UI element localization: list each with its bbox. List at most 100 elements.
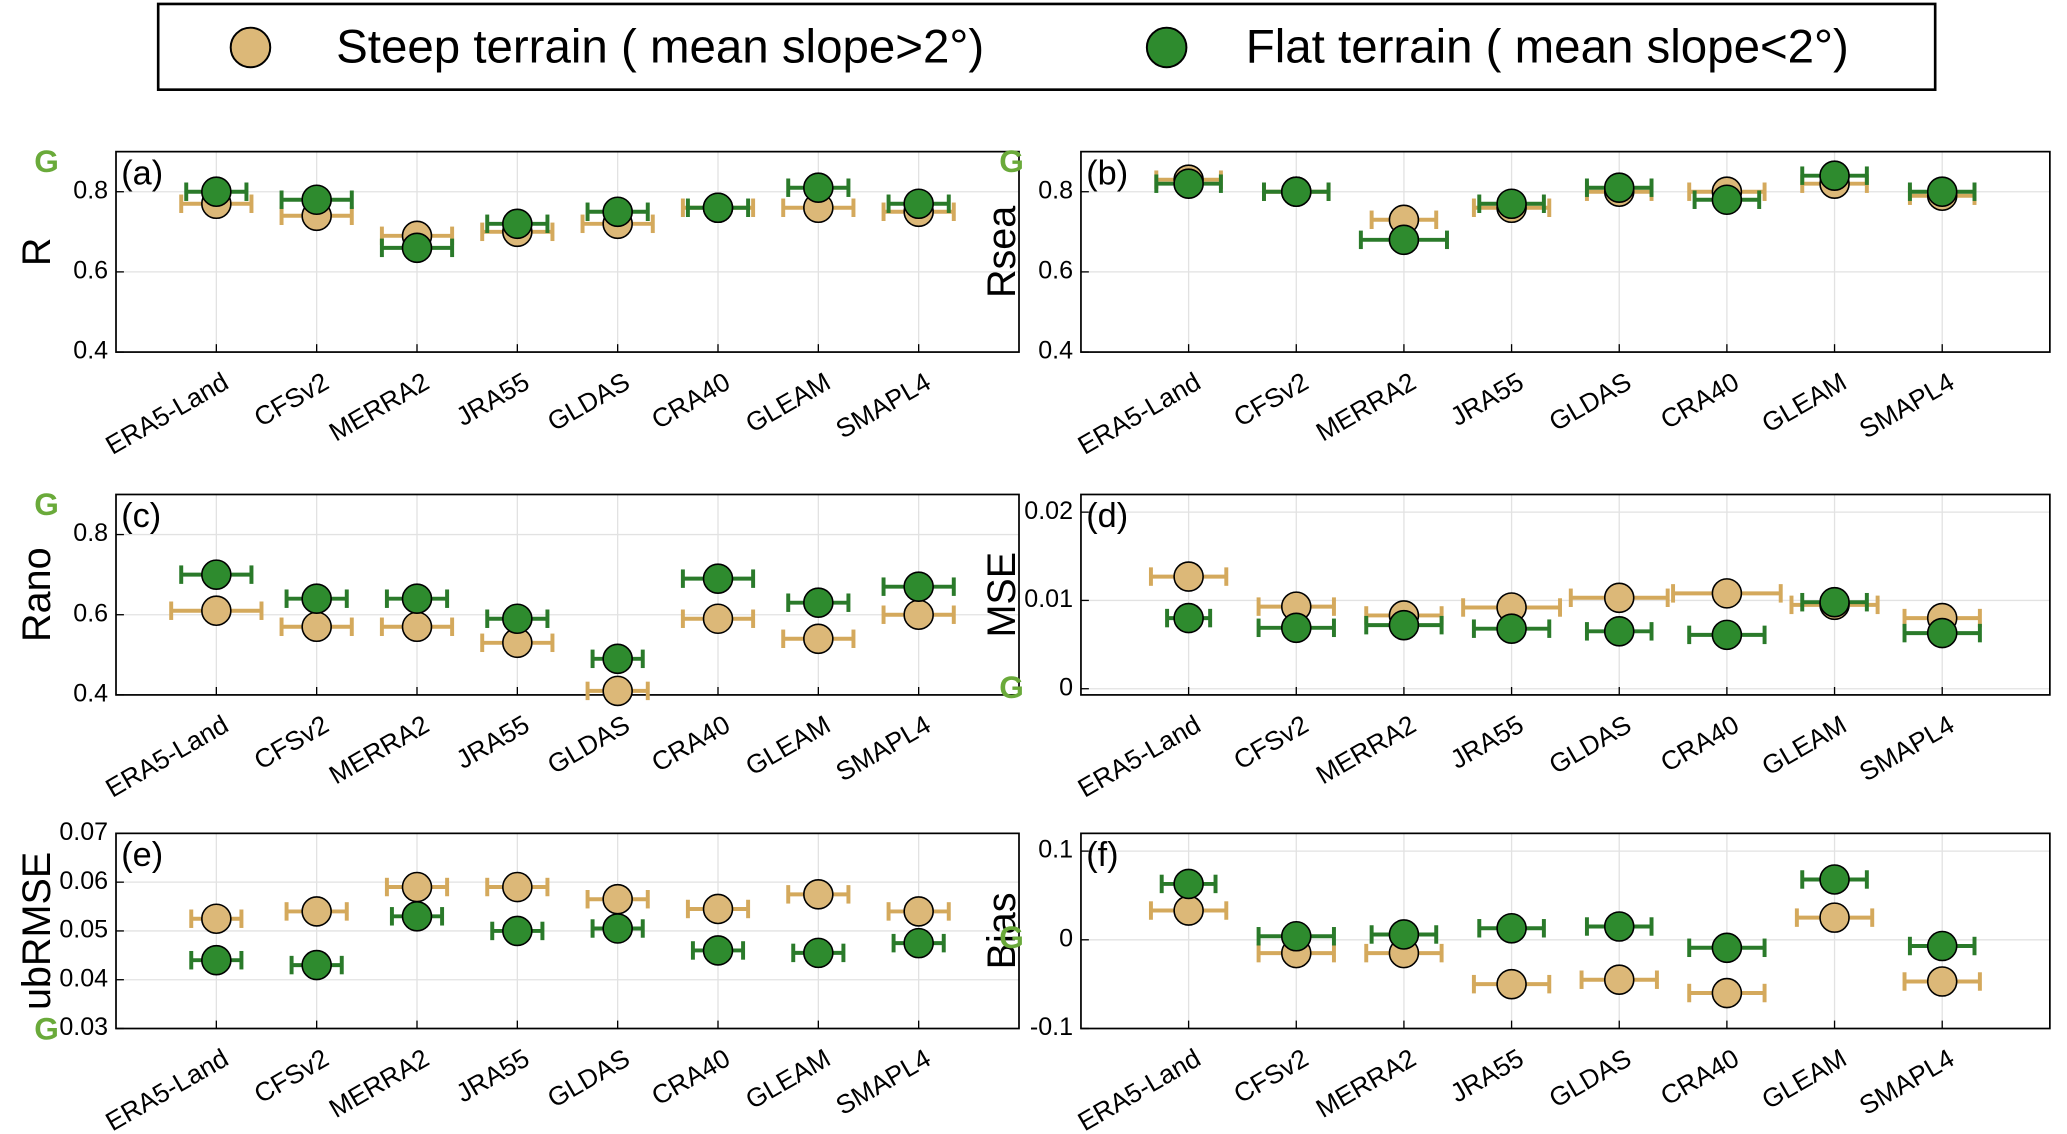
x-tick-label: JRA55 bbox=[451, 709, 535, 775]
panel: 0.03 0.04 0.05 0.06 0.07 ERA5-Land CFSv2MERRA2… bbox=[15, 818, 1020, 1134]
point bbox=[1603, 964, 1635, 996]
y-axis-label: R bbox=[15, 238, 59, 267]
point bbox=[702, 935, 734, 966]
point bbox=[1173, 168, 1204, 200]
point bbox=[1603, 911, 1635, 942]
point bbox=[401, 611, 433, 643]
y-tick-label: 0.07 bbox=[59, 818, 108, 846]
point bbox=[301, 611, 332, 643]
point bbox=[201, 176, 232, 208]
point bbox=[803, 623, 834, 655]
x-tick-label: CRA40 bbox=[646, 709, 735, 777]
point bbox=[1711, 619, 1743, 651]
x-tick-label: CRA40 bbox=[1655, 1043, 1744, 1111]
point bbox=[803, 879, 834, 910]
x-tick-label: JRA55 bbox=[1445, 1043, 1529, 1109]
point bbox=[201, 559, 232, 590]
point bbox=[1388, 609, 1420, 641]
point bbox=[702, 893, 734, 925]
point bbox=[1603, 582, 1635, 614]
point bbox=[502, 208, 533, 240]
point bbox=[1173, 561, 1204, 592]
x-tick-label: GLEAM bbox=[740, 366, 835, 438]
plot-frame bbox=[115, 493, 1020, 696]
y-tick-label: 0 bbox=[1059, 673, 1073, 701]
point bbox=[301, 184, 332, 216]
point bbox=[1711, 578, 1743, 609]
point bbox=[401, 583, 433, 614]
point bbox=[1173, 868, 1204, 900]
x-tick-label: GLDAS bbox=[1544, 366, 1636, 437]
x-tick-label: CFSv2 bbox=[249, 709, 334, 775]
legend: Steep terrain ( mean slope>2°) Flat terra… bbox=[229, 21, 1849, 74]
y-tick-label: 0.6 bbox=[73, 599, 108, 627]
point bbox=[602, 883, 633, 915]
annotation: G bbox=[999, 919, 1024, 955]
point bbox=[301, 896, 332, 927]
point bbox=[903, 599, 934, 631]
point bbox=[1603, 616, 1635, 647]
point bbox=[1926, 617, 1958, 649]
point bbox=[1280, 612, 1312, 644]
y-tick-label: 0 bbox=[1059, 924, 1073, 952]
point bbox=[301, 583, 332, 614]
x-tick-label: SMAPL4 bbox=[831, 709, 936, 787]
x-tick-label: ERA5-Land bbox=[1073, 709, 1206, 803]
y-tick-label: -0.1 bbox=[1030, 1013, 1073, 1041]
legend-marker bbox=[229, 26, 272, 69]
point bbox=[1496, 613, 1527, 644]
annotation: G bbox=[999, 669, 1024, 705]
point bbox=[1711, 977, 1743, 1009]
point bbox=[803, 172, 834, 204]
point bbox=[1173, 602, 1204, 634]
x-tick-label: CFSv2 bbox=[1229, 1043, 1314, 1109]
x-tick-label: CRA40 bbox=[646, 1043, 735, 1111]
point bbox=[1280, 176, 1312, 208]
y-tick-label: 0.4 bbox=[1038, 337, 1073, 365]
y-tick-label: 0.8 bbox=[1038, 176, 1073, 204]
y-tick-label: 0.1 bbox=[1038, 836, 1073, 864]
point bbox=[602, 675, 633, 707]
x-tick-label: SMAPL4 bbox=[831, 366, 936, 444]
panel-label: (b) bbox=[1086, 154, 1128, 192]
x-tick-label: SMAPL4 bbox=[1854, 1043, 1959, 1121]
point bbox=[502, 603, 533, 635]
point bbox=[903, 188, 934, 220]
x-tick-label: MERRA2 bbox=[1311, 1043, 1421, 1124]
x-tick-label: GLDAS bbox=[1544, 1043, 1636, 1114]
legend-label: Steep terrain ( mean slope>2°) bbox=[336, 21, 984, 74]
point bbox=[201, 903, 232, 935]
annotation: G bbox=[34, 1010, 59, 1046]
x-tick-label: JRA55 bbox=[1445, 366, 1529, 432]
y-tick-label: 0.6 bbox=[1038, 257, 1073, 285]
point bbox=[201, 595, 232, 627]
x-tick-label: GLEAM bbox=[740, 709, 835, 781]
x-tick-label: CRA40 bbox=[1655, 366, 1744, 434]
point bbox=[1711, 932, 1743, 964]
x-tick-label: ERA5-Land bbox=[100, 709, 233, 803]
x-tick-label: SMAPL4 bbox=[1854, 709, 1959, 787]
point bbox=[1173, 895, 1204, 926]
point bbox=[702, 603, 734, 635]
point bbox=[602, 913, 633, 944]
point bbox=[1819, 864, 1850, 895]
point bbox=[1819, 586, 1850, 618]
y-tick-label: 0.4 bbox=[73, 680, 108, 708]
panel-label: (f) bbox=[1086, 836, 1118, 874]
point bbox=[301, 949, 332, 981]
point bbox=[1819, 902, 1850, 933]
x-tick-label: ERA5-Land bbox=[1073, 1043, 1206, 1134]
legend-marker bbox=[1145, 26, 1188, 69]
y-tick-label: 0.05 bbox=[59, 916, 108, 944]
annotation: G bbox=[34, 486, 59, 522]
point bbox=[702, 563, 734, 594]
point bbox=[903, 571, 934, 602]
x-tick-label: MERRA2 bbox=[324, 366, 434, 447]
x-tick-label: GLDAS bbox=[542, 709, 634, 780]
x-tick-label: ERA5-Land bbox=[100, 366, 233, 460]
point bbox=[1496, 912, 1527, 944]
